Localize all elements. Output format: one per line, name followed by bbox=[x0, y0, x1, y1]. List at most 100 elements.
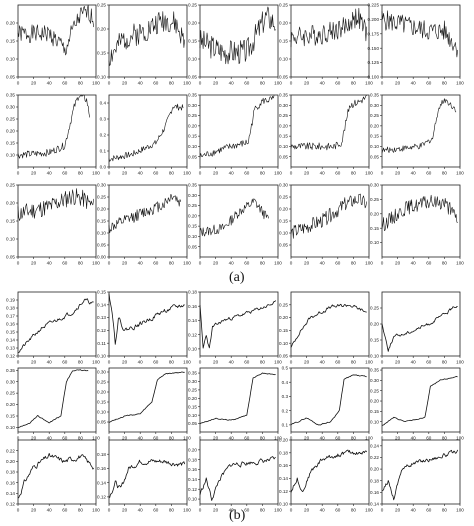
x-tick-label: 80 bbox=[78, 508, 84, 513]
y-tick-label: 0.35 bbox=[188, 93, 197, 98]
x-tick-label: 80 bbox=[442, 171, 448, 176]
x-tick-label: 0 bbox=[290, 436, 293, 441]
y-tick-label: 0.25 bbox=[279, 3, 288, 8]
x-tick-label: 80 bbox=[351, 81, 357, 86]
y-tick-label: 0.10 bbox=[97, 231, 106, 236]
subplot-b4: 0.05 0.10 0.15 0.20 0.25 0 20 40 60 80 100 bbox=[279, 291, 373, 365]
y-tick-label: 0.20 bbox=[6, 402, 15, 407]
x-tick-label: 60 bbox=[244, 261, 250, 266]
subplot-b3: 0.10 0.12 0.14 0.16 0.18 0 20 40 60 80 100 bbox=[188, 290, 282, 365]
y-tick-label: 0.15 bbox=[279, 328, 288, 333]
x-tick-label: 20 bbox=[122, 436, 128, 441]
y-tick-label: 0.16 bbox=[279, 463, 288, 468]
series-line bbox=[199, 6, 276, 65]
x-tick-label: 100 bbox=[183, 360, 191, 365]
x-tick-label: 60 bbox=[335, 508, 341, 513]
y-tick-label: 0.25 bbox=[279, 302, 288, 307]
y-tick-label: 0.30 bbox=[188, 193, 197, 198]
y-tick-label: 0.25 bbox=[6, 391, 15, 396]
x-tick-label: 80 bbox=[78, 436, 84, 441]
y-tick-label: 0.10 bbox=[279, 502, 288, 507]
x-tick-label: 40 bbox=[47, 171, 53, 176]
x-tick-label: 20 bbox=[122, 171, 128, 176]
y-tick-label: 0.05 bbox=[188, 154, 197, 159]
x-tick-label: 80 bbox=[442, 436, 448, 441]
x-tick-label: 40 bbox=[411, 261, 417, 266]
y-tick-label: 0.20 bbox=[370, 211, 379, 216]
y-tick-label: 0.15 bbox=[188, 39, 197, 44]
series-line bbox=[381, 376, 458, 426]
x-tick-label: 40 bbox=[411, 360, 417, 365]
y-tick-label: 0.18 bbox=[97, 452, 106, 457]
x-tick-label: 80 bbox=[442, 261, 448, 266]
x-tick-label: 20 bbox=[213, 171, 219, 176]
plot-frame bbox=[381, 94, 461, 168]
x-tick-label: 40 bbox=[138, 81, 144, 86]
y-tick-label: 0.10 bbox=[6, 57, 15, 62]
x-tick-label: 20 bbox=[213, 261, 219, 266]
series-line bbox=[199, 372, 276, 425]
x-tick-label: 80 bbox=[351, 436, 357, 441]
y-tick-label: 0.20 bbox=[279, 123, 288, 128]
x-tick-label: 20 bbox=[213, 436, 219, 441]
series-line bbox=[108, 459, 186, 498]
y-tick-label: 0.4 bbox=[282, 380, 289, 385]
subplot-b13: 0.10 0.12 0.14 0.16 0.18 0.20 0 20 40 60 80 100 bbox=[188, 439, 282, 513]
plot-frame bbox=[290, 184, 370, 258]
y-tick-label: 0.13 bbox=[6, 346, 15, 351]
series-line bbox=[290, 449, 367, 493]
x-tick-label: 100 bbox=[365, 171, 373, 176]
subplot-b1: 0.12 0.13 0.14 0.15 0.16 0.17 0.18 0.19 0 20 40 60 8… bbox=[6, 291, 100, 365]
y-tick-label: 0.14 bbox=[97, 302, 106, 307]
x-tick-label: 80 bbox=[260, 171, 266, 176]
series-line bbox=[17, 369, 89, 428]
series-line bbox=[381, 194, 458, 231]
x-tick-label: 20 bbox=[31, 436, 37, 441]
y-tick-label: 0.2 bbox=[282, 408, 289, 413]
y-tick-label: 0.18 bbox=[188, 290, 197, 295]
y-tick-label: 0.30 bbox=[370, 183, 379, 188]
subplot-a6: 0.10 0.15 0.20 0.25 0.30 0.35 0 20 40 60 80 100 bbox=[6, 93, 100, 176]
y-tick-label: 0.10 bbox=[188, 497, 197, 502]
x-tick-label: 60 bbox=[153, 81, 159, 86]
y-tick-label: 0.00 bbox=[97, 255, 106, 260]
y-tick-label: 0.05 bbox=[279, 75, 288, 80]
x-tick-label: 40 bbox=[229, 81, 235, 86]
x-tick-label: 100 bbox=[456, 360, 464, 365]
x-tick-label: 100 bbox=[92, 508, 100, 513]
x-tick-label: 60 bbox=[62, 171, 68, 176]
x-tick-label: 60 bbox=[426, 436, 432, 441]
x-tick-label: 0 bbox=[381, 508, 384, 513]
y-tick-label: 0.05 bbox=[279, 243, 288, 248]
x-tick-label: 80 bbox=[78, 171, 84, 176]
x-tick-label: 60 bbox=[62, 81, 68, 86]
subplot-b6: 0.10 0.15 0.20 0.25 0.30 0.35 0 20 40 60 80 100 bbox=[6, 367, 100, 441]
x-tick-label: 20 bbox=[213, 360, 219, 365]
plot-frame bbox=[290, 367, 370, 433]
x-tick-label: 80 bbox=[169, 261, 175, 266]
subplot-b8: 0.05 0.10 0.15 0.20 0.25 0.30 0.35 0 20 40 60 80 100 bbox=[188, 367, 282, 441]
x-tick-label: 60 bbox=[426, 508, 432, 513]
x-tick-label: 80 bbox=[260, 436, 266, 441]
x-tick-label: 80 bbox=[169, 508, 175, 513]
y-tick-label: 0.16 bbox=[188, 304, 197, 309]
y-tick-label: 0.30 bbox=[188, 103, 197, 108]
y-tick-label: 0.35 bbox=[188, 371, 197, 376]
y-tick-label: 0.16 bbox=[188, 467, 197, 472]
x-tick-label: 0 bbox=[199, 436, 202, 441]
y-tick-label: 0.10 bbox=[97, 354, 106, 359]
y-tick-label: 0.20 bbox=[188, 396, 197, 401]
subplot-a11: 0.05 0.10 0.15 0.20 0.25 0 20 40 60 80 100 bbox=[6, 183, 100, 266]
y-tick-label: 0.15 bbox=[188, 224, 197, 229]
x-tick-label: 40 bbox=[229, 436, 235, 441]
x-tick-label: 100 bbox=[183, 508, 191, 513]
y-tick-label: 0.10 bbox=[6, 425, 15, 430]
y-tick-label: 0.25 bbox=[370, 388, 379, 393]
x-tick-label: 20 bbox=[31, 81, 37, 86]
y-tick-label: 0.200 bbox=[368, 17, 380, 22]
y-tick-label: 0.25 bbox=[6, 117, 15, 122]
y-tick-label: 0.25 bbox=[6, 183, 15, 188]
series-line bbox=[17, 4, 94, 56]
x-tick-label: 100 bbox=[183, 81, 191, 86]
